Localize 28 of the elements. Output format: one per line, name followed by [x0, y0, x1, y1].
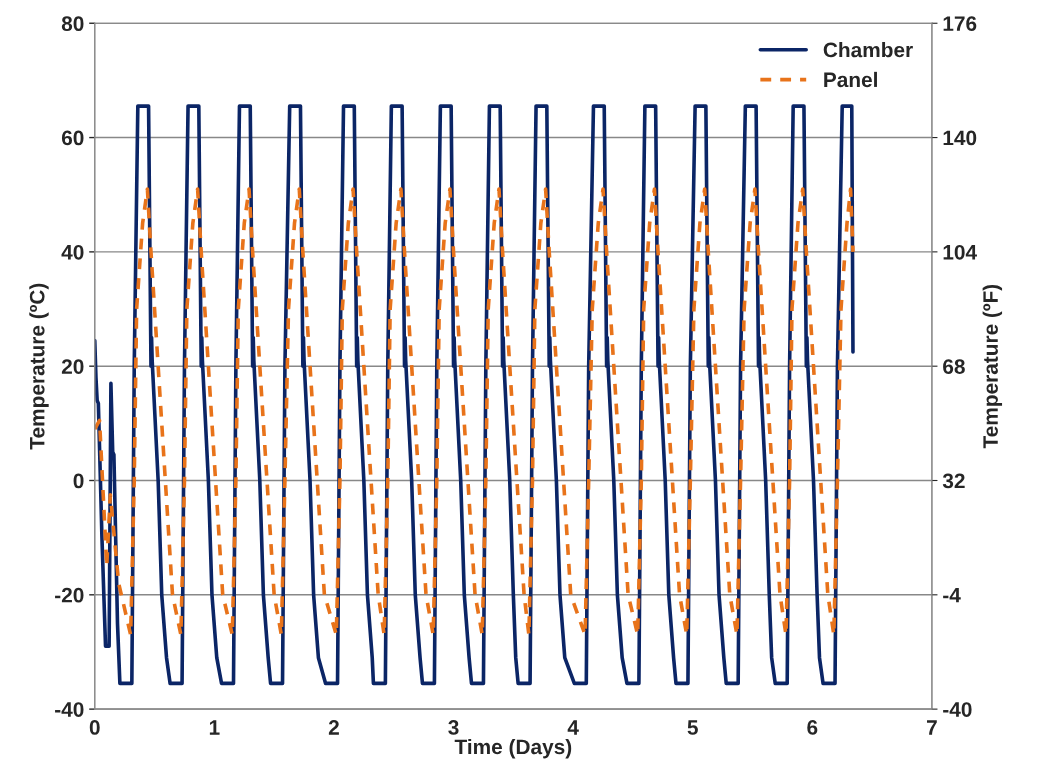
y2-tick-label: 32: [942, 473, 965, 489]
y-tick-label: 0: [73, 473, 84, 489]
y-axis-title: Temperature (ºC): [29, 283, 49, 450]
x-tick-label: 5: [687, 720, 698, 735]
x-tick-label: 4: [567, 720, 579, 735]
y-tick-label: 60: [61, 130, 84, 146]
x-axis-title: Time (Days): [454, 738, 572, 759]
line-series: [94, 187, 855, 637]
y-tick-label: 40: [61, 244, 84, 260]
x-tick-label: 1: [209, 720, 220, 735]
y2-tick-label: 140: [943, 130, 977, 146]
y2-tick-label: 176: [943, 16, 977, 31]
y-tick-label: 20: [61, 359, 84, 374]
x-tick-label: 0: [89, 720, 100, 735]
y-tick-label: -40: [55, 702, 84, 717]
y2-tick-label: 68: [943, 359, 965, 374]
y2-tick-label: 104: [943, 244, 977, 260]
y-tick-label: 80: [61, 16, 84, 31]
legend-label: Chamber: [823, 42, 913, 58]
y2-tick-label: -4: [943, 588, 961, 603]
x-tick-label: 3: [448, 720, 459, 735]
legend-label: Panel: [824, 71, 877, 88]
y-tick-label: -20: [55, 587, 84, 603]
x-tick-label: 7: [927, 720, 937, 735]
x-tick-label: 2: [328, 720, 339, 735]
x-tick-label: 6: [807, 720, 818, 735]
y2-axis-title: Temperature (ºF): [982, 284, 1003, 449]
y2-tick-label: -40: [943, 702, 972, 717]
